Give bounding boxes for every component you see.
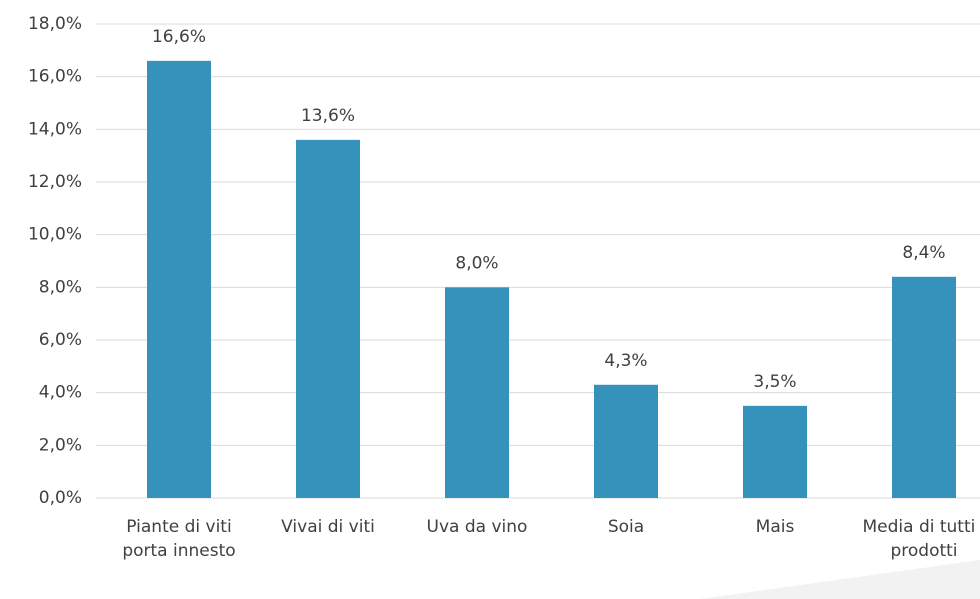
data-label: 16,6%: [152, 27, 206, 47]
bar: [594, 384, 658, 498]
y-tick-label: 8,0%: [39, 277, 82, 297]
y-tick-label: 12,0%: [28, 172, 82, 192]
y-tick-label: 16,0%: [28, 67, 82, 87]
data-label: 8,4%: [902, 243, 945, 263]
x-tick-label: Media di tutti i prodotti: [862, 517, 980, 561]
y-tick-label: 18,0%: [28, 14, 82, 34]
x-tick-label: Vivai di viti: [281, 517, 375, 537]
y-tick-label: 4,0%: [39, 383, 82, 403]
y-tick-label: 10,0%: [28, 225, 82, 245]
data-label: 3,5%: [753, 372, 796, 392]
x-tick-label: Uva da vino: [427, 517, 528, 537]
bar: [892, 276, 956, 498]
bar: [296, 139, 360, 498]
bar: [147, 60, 211, 498]
y-tick-label: 2,0%: [39, 435, 82, 455]
y-tick-label: 6,0%: [39, 330, 82, 350]
y-tick-label: 0,0%: [39, 488, 82, 508]
data-label: 13,6%: [301, 106, 355, 126]
x-tick-label: Soia: [608, 517, 644, 537]
data-label: 8,0%: [455, 253, 498, 273]
data-label: 4,3%: [604, 351, 647, 371]
bar: [743, 405, 807, 498]
bar: [445, 287, 509, 498]
decoration: [700, 560, 980, 599]
x-tick-label: Mais: [756, 517, 795, 537]
y-tick-label: 14,0%: [28, 119, 82, 139]
x-tick-label: Piante di viti porta innesto: [122, 517, 235, 561]
